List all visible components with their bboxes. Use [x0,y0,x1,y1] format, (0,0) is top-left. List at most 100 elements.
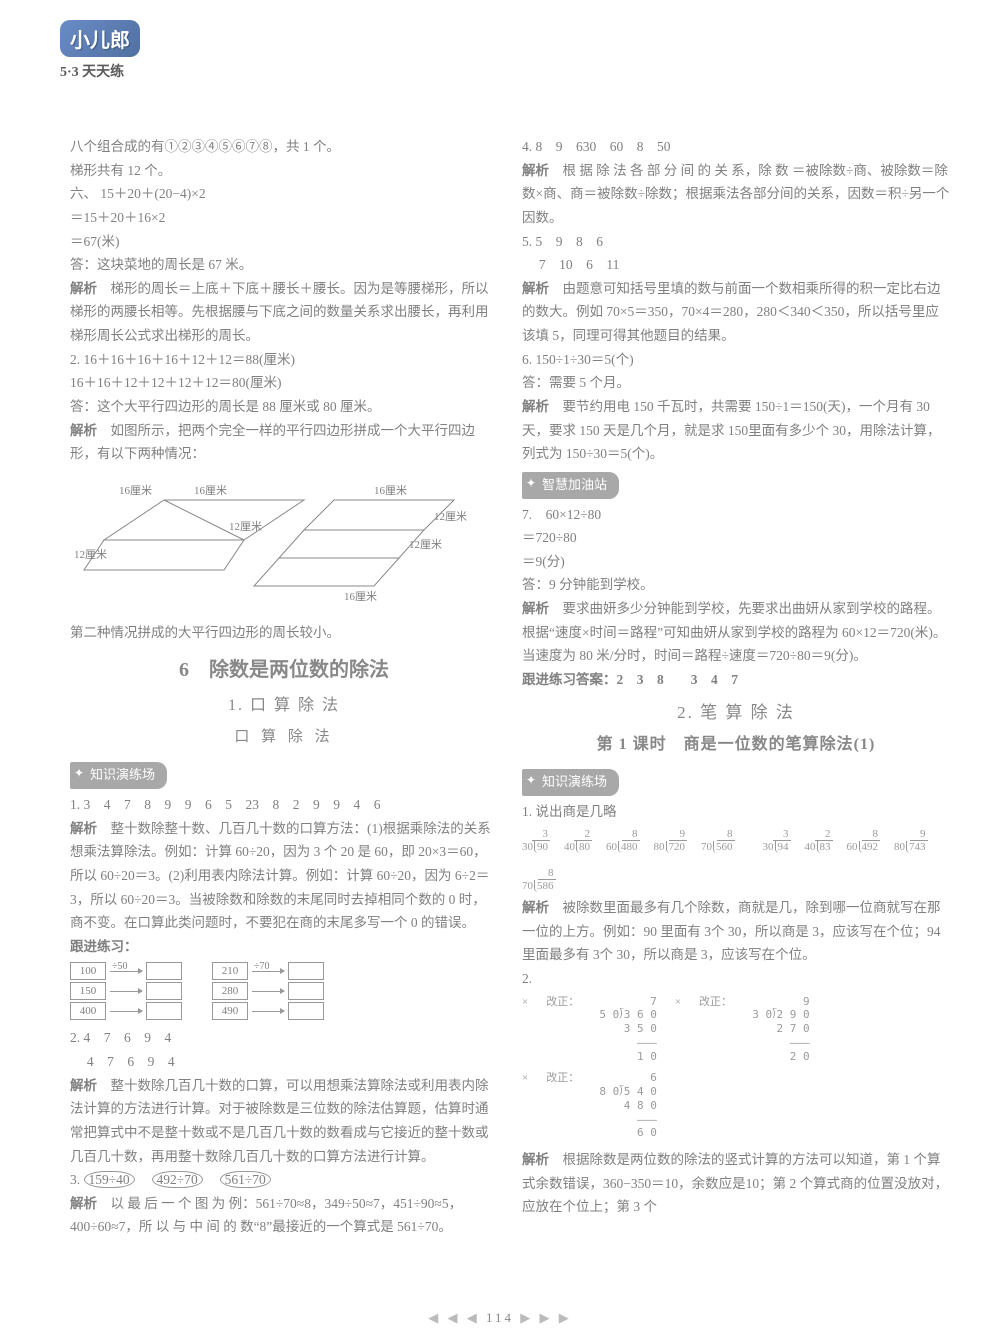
flow-value: 490 [212,1002,248,1020]
flow-blank [288,1002,324,1020]
analysis: 解析 由题意可知括号里填的数与前面一个数相乘所得的积一定比右边的数大。例如 70… [522,277,950,348]
analysis-text: 要节约用电 150 千瓦时，共需要 150÷1＝150(天)，一个月有 30 天… [522,399,941,461]
analysis-label: 解析 [522,163,549,178]
analysis-label: 解析 [70,821,97,836]
calc: 2. 16＋16＋16＋16＋12＋12＝88(厘米) [70,348,498,372]
analysis: 解析 根据除数是两位数的除法的竖式计算的方法可以知道，第 1 个算式余数错误，3… [522,1148,950,1219]
analysis-text: 根据除数是两位数的除法的竖式计算的方法可以知道，第 1 个算式余数错误，360−… [522,1152,948,1214]
long-division-item: 33094 [763,828,791,853]
analysis-text: 由题意可知括号里填的数与前面一个数相乘所得的积一定比右边的数大。例如 70×5＝… [522,281,941,343]
flow-blank [146,962,182,980]
section-tag: 智慧加油站 [522,472,619,499]
question: 4 7 6 9 4 [70,1050,498,1074]
flow-row: 100 ÷50 [70,962,182,980]
flow-group: 100 ÷50 150 400 [70,962,182,1020]
calc: ＝720÷80 [522,526,950,550]
answer: 答：这块菜地的周长是 67 米。 [70,253,498,277]
brand-series: 5·3 天天练 [60,61,210,81]
section-title: 6 除数是两位数的除法 [70,653,498,688]
calc: ＝15＋20＋16×2 [70,206,498,230]
vertical-calc: 9 3 0⟌2 9 0 2 7 0 ——— 2 0 [750,995,810,1064]
analysis-label: 解析 [70,423,97,438]
wrong-mark: × [675,995,681,1010]
subsection-title: 1. 口 算 除 法 [70,692,498,720]
long-division-item: 870560 [701,828,735,853]
long-division-item: 33090 [522,828,550,853]
follow-answers: 跟进练习答案：2 3 8 3 4 7 [522,668,950,692]
long-division-item: 24080 [564,828,592,853]
long-division-item: 980720 [654,828,688,853]
analysis: 解析 根 据 除 法 各 部 分 间 的 关 系，除 数 ＝被除数÷商、被除数＝… [522,159,950,230]
calc: ＝9(分) [522,550,950,574]
flow-group: 210 ÷70 280 490 [212,962,324,1020]
brand-name: 小儿郎 [60,20,140,57]
flow-op: ÷50 [112,958,128,976]
question: 3. 159÷40 492÷70 561÷70 [70,1168,498,1192]
question: 7 10 6 11 [522,253,950,277]
text: 第二种情况拼成的大平行四边形的周长较小。 [70,621,498,645]
follow-label: 跟进练习： [70,935,498,959]
right-column: 4. 8 9 630 60 8 50 解析 根 据 除 法 各 部 分 间 的 … [522,135,950,1300]
calc: 15＋20＋(20−4)×2 [100,186,205,201]
analysis: 解析 整十数除几百几十数的口算，可以用想乘法算除法或利用表内除法计算的方法进行计… [70,1074,498,1169]
calc: ＝67(米) [70,230,498,254]
analysis: 解析 以 最 后 一 个 图 为 例：561÷70≈8，349÷50≈7，451… [70,1192,498,1239]
arrow-icon [252,1011,284,1012]
text: 六、 15＋20＋(20−4)×2 [70,182,498,206]
flow-exercise: 100 ÷50 150 400 210 ÷70 [70,962,498,1020]
arrow-icon: ÷50 [110,971,142,972]
flow-value: 100 [70,962,106,980]
page-content: 八个组合成的有①②③④⑤⑥⑦⑧，共 1 个。 梯形共有 12 个。 六、 15＋… [70,135,950,1300]
calc: 16＋16＋12＋12＋12＋12＝80(厘米) [70,371,498,395]
analysis-label: 解析 [522,1152,549,1167]
diag-label: 16厘米 [119,484,152,497]
analysis: 解析 被除数里面最多有几个除数，商就是几，除到哪一位商就写在那一位的上方。例如：… [522,896,950,967]
item-num: 3. [70,1172,84,1187]
analysis-label: 解析 [522,281,549,296]
long-division-item: 860492 [847,828,881,853]
analysis: 解析 要求曲妍多少分钟能到学校，先要求出曲妍从家到学校的路程。根据“速度×时间＝… [522,597,950,668]
analysis: 解析 整十数除整十数、几百几十数的口算方法：(1)根据乘除法的关系想乘法算除法。… [70,817,498,935]
analysis-text: 要求曲妍多少分钟能到学校，先要求出曲妍从家到学校的路程。根据“速度×时间＝路程”… [522,601,946,663]
analysis: 解析 要节约用电 150 千瓦时，共需要 150÷1＝150(天)，一个月有 3… [522,395,950,466]
arrow-icon: ÷70 [252,971,284,972]
page-number: ◀ ◀ ◀ 114 ▶ ▶ ▶ [0,1310,1000,1326]
circled-expr: 561÷70 [220,1171,271,1188]
correction-row: × 改正： 6 8 0⟌5 4 0 4 8 0 ——— 6 0 [522,1071,950,1140]
analysis-text: 如图所示，把两个完全一样的平行四边形拼成一个大平行四边形，有以下两种情况： [70,423,475,462]
parallelogram-diagram: 16厘米 16厘米 12厘米 12厘米 16厘米 12厘米 12厘米 16厘米 [70,470,498,610]
analysis-label: 解析 [522,399,549,414]
long-division-item: 24083 [805,828,833,853]
analysis-label: 解析 [522,601,549,616]
brand-logo: 小儿郎 5·3 天天练 [60,20,210,80]
vertical-calc: 7 5 0⟌3 6 0 3 5 0 ——— 1 0 [597,995,657,1064]
question: 5. 5 9 8 6 [522,230,950,254]
flow-value: 400 [70,1002,106,1020]
analysis-label: 解析 [70,281,97,296]
item-label: 六、 [70,186,97,201]
question: 2. [522,967,950,991]
arrow-icon [110,991,142,992]
diag-label: 16厘米 [374,484,407,497]
flow-op: ÷70 [254,958,270,976]
flow-value: 210 [212,962,248,980]
subsection-title: 2. 笔 算 除 法 [522,698,950,728]
analysis: 解析 梯形的周长＝上底＋下底＋腰长＋腰长。因为是等腰梯形，所以梯形的两腰长相等。… [70,277,498,348]
analysis-text: 整十数除几百几十数的口算，可以用想乘法算除法或利用表内除法计算的方法进行计算。对… [70,1078,489,1164]
diag-label: 12厘米 [74,548,107,561]
correct-label: 改正： [699,995,732,1010]
analysis-text: 整十数除整十数、几百几十数的口算方法：(1)根据乘除法的关系想乘法算除法。例如：… [70,821,491,931]
left-column: 八个组合成的有①②③④⑤⑥⑦⑧，共 1 个。 梯形共有 12 个。 六、 15＋… [70,135,498,1300]
analysis-text: 以 最 后 一 个 图 为 例：561÷70≈8，349÷50≈7，451÷90… [70,1196,462,1235]
analysis: 解析 如图所示，把两个完全一样的平行四边形拼成一个大平行四边形，有以下两种情况： [70,419,498,466]
analysis-text: 根 据 除 法 各 部 分 间 的 关 系，除 数 ＝被除数÷商、被除数＝除数×… [522,163,949,225]
flow-blank [146,982,182,1000]
correct-label: 改正： [546,1071,579,1086]
flow-row: 400 [70,1002,182,1020]
text: 梯形共有 12 个。 [70,159,498,183]
subsection-title: 口 算 除 法 [70,724,498,750]
long-division-item: 870586 [522,867,556,892]
triangle-left-icon: ◀ ◀ ◀ [428,1310,480,1325]
answer: 答：9 分钟能到学校。 [522,573,950,597]
long-division-row: 3309024080860480980720870560330942408386… [522,828,950,892]
